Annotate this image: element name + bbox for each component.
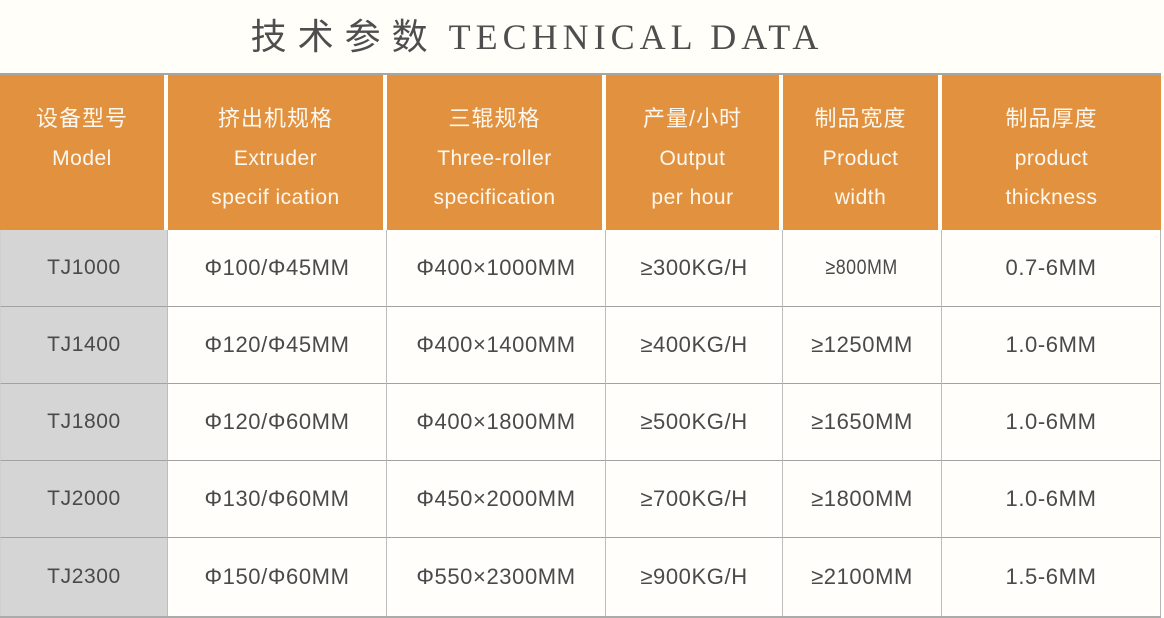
header-cell-5: 制品厚度 product thickness bbox=[942, 75, 1161, 230]
data-cell: Φ550×2300MM bbox=[387, 538, 606, 616]
data-cell: Φ400×1400MM bbox=[387, 307, 606, 384]
data-cell: ≥800MM bbox=[783, 230, 942, 307]
table-header-row: 设备型号 Model 挤出机规格 Extruder specif ication 三辊规格… bbox=[0, 75, 1161, 230]
data-cell: ≥700KG/H bbox=[606, 461, 783, 538]
cell-value: 1.0-6MM bbox=[1005, 332, 1097, 357]
data-cell: Φ150/Φ60MM bbox=[168, 538, 387, 616]
cell-value: TJ1400 bbox=[47, 333, 121, 356]
cell-value: Φ400×1000MM bbox=[416, 255, 576, 280]
cell-value: ≥300KG/H bbox=[640, 255, 748, 280]
data-cell: ≥300KG/H bbox=[606, 230, 783, 307]
cell-value: Φ120/Φ45MM bbox=[204, 332, 350, 357]
header-label-en: specification bbox=[433, 186, 556, 209]
data-cell: ≥500KG/H bbox=[606, 384, 783, 461]
header-label-en: Output bbox=[659, 147, 726, 170]
cell-value: Φ400×1400MM bbox=[416, 332, 576, 357]
model-cell: TJ1800 bbox=[0, 384, 168, 461]
cell-value: Φ550×2300MM bbox=[416, 564, 576, 589]
cell-value: Φ400×1800MM bbox=[416, 409, 576, 434]
cell-value: TJ1000 bbox=[47, 256, 121, 279]
cell-value: 1.0-6MM bbox=[1005, 486, 1097, 511]
data-cell: 1.0-6MM bbox=[942, 384, 1161, 461]
data-cell: ≥900KG/H bbox=[606, 538, 783, 616]
header-label-en: Extruder bbox=[233, 147, 318, 170]
header-label-en: Three-roller bbox=[437, 147, 552, 170]
header-label-en: Model bbox=[52, 147, 112, 170]
cell-value: Φ130/Φ60MM bbox=[204, 486, 350, 511]
header-label-en: thickness bbox=[1005, 186, 1098, 209]
cell-value: Φ100/Φ45MM bbox=[204, 255, 350, 280]
cell-value: ≥800MM bbox=[825, 256, 899, 279]
header-cell-4: 制品宽度 Product width bbox=[783, 75, 942, 230]
data-cell: Φ120/Φ45MM bbox=[168, 307, 387, 384]
cell-value: TJ2300 bbox=[47, 565, 121, 588]
model-cell: TJ1400 bbox=[0, 307, 168, 384]
header-label-en: width bbox=[834, 186, 887, 209]
header-label-en: per hour bbox=[651, 186, 734, 209]
data-cell: 1.5-6MM bbox=[942, 538, 1161, 616]
header-label-en: specif ication bbox=[211, 186, 340, 209]
cell-value: Φ450×2000MM bbox=[416, 486, 576, 511]
cell-value: ≥1800MM bbox=[811, 486, 913, 511]
data-cell: 0.7-6MM bbox=[942, 230, 1161, 307]
data-cell: 1.0-6MM bbox=[942, 461, 1161, 538]
data-cell: Φ400×1800MM bbox=[387, 384, 606, 461]
cell-value: Φ150/Φ60MM bbox=[204, 564, 350, 589]
header-label-en: Product bbox=[822, 147, 899, 170]
header-label-cn: 三辊规格 bbox=[448, 106, 541, 131]
model-cell: TJ2300 bbox=[0, 538, 168, 616]
cell-value: TJ1800 bbox=[47, 410, 121, 433]
data-cell: 1.0-6MM bbox=[942, 307, 1161, 384]
header-label-cn: 制品宽度 bbox=[814, 106, 907, 131]
cell-value: ≥500KG/H bbox=[640, 409, 748, 434]
model-cell: TJ1000 bbox=[0, 230, 168, 307]
header-label-cn: 设备型号 bbox=[35, 106, 128, 131]
header-cell-3: 产量/小时 Output per hour bbox=[606, 75, 783, 230]
data-cell: Φ400×1000MM bbox=[387, 230, 606, 307]
model-cell: TJ2000 bbox=[0, 461, 168, 538]
header-label-cn: 制品厚度 bbox=[1005, 106, 1098, 131]
page-title-cn: 技术参数 bbox=[250, 17, 439, 57]
cell-value: ≥900KG/H bbox=[640, 564, 748, 589]
header-label-cn: 挤出机规格 bbox=[217, 106, 333, 131]
header-cell-1: 挤出机规格 Extruder specif ication bbox=[168, 75, 387, 230]
technical-data-table: 设备型号 Model 挤出机规格 Extruder specif ication 三辊规格… bbox=[0, 73, 1161, 618]
data-cell: Φ450×2000MM bbox=[387, 461, 606, 538]
header-cell-2: 三辊规格 Three-roller specification bbox=[387, 75, 606, 230]
page-title-en: TECHNICAL DATA bbox=[448, 17, 824, 57]
data-cell: Φ120/Φ60MM bbox=[168, 384, 387, 461]
data-cell: ≥1800MM bbox=[783, 461, 942, 538]
header-label-cn: 产量/小时 bbox=[642, 106, 743, 131]
cell-value: 0.7-6MM bbox=[1005, 255, 1097, 280]
cell-value: 1.0-6MM bbox=[1005, 409, 1097, 434]
cell-value: ≥400KG/H bbox=[640, 332, 748, 357]
data-cell: ≥1250MM bbox=[783, 307, 942, 384]
data-cell: ≥2100MM bbox=[783, 538, 942, 616]
table-body: TJ1000 Φ100/Φ45MM Φ400×1000MM ≥300KG/H ≥800M… bbox=[0, 230, 1161, 616]
data-cell: Φ100/Φ45MM bbox=[168, 230, 387, 307]
cell-value: ≥1250MM bbox=[811, 332, 913, 357]
header-cell-0: 设备型号 Model bbox=[0, 75, 168, 230]
cell-value: ≥2100MM bbox=[811, 564, 913, 589]
cell-value: TJ2000 bbox=[47, 487, 121, 510]
header-label-en: product bbox=[1014, 147, 1089, 170]
cell-value: Φ120/Φ60MM bbox=[204, 409, 350, 434]
cell-value: ≥700KG/H bbox=[640, 486, 748, 511]
data-cell: ≥1650MM bbox=[783, 384, 942, 461]
cell-value: ≥1650MM bbox=[811, 409, 913, 434]
cell-value: 1.5-6MM bbox=[1005, 564, 1097, 589]
data-cell: Φ130/Φ60MM bbox=[168, 461, 387, 538]
data-cell: ≥400KG/H bbox=[606, 307, 783, 384]
page-title: 技术参数 TECHNICAL DATA bbox=[0, 0, 1119, 73]
